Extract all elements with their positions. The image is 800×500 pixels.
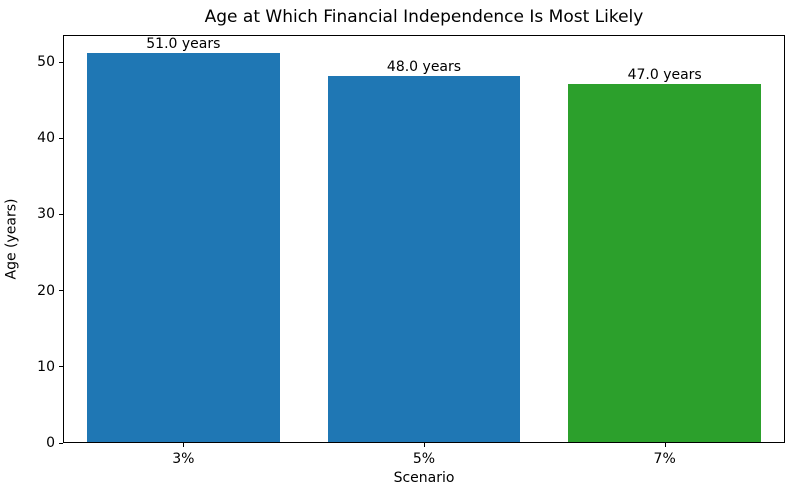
y-tick-label: 20 — [37, 282, 55, 299]
bar — [87, 53, 280, 442]
x-axis-label: Scenario — [393, 470, 455, 486]
chart-title: Age at Which Financial Independence Is M… — [204, 7, 644, 27]
bar-value-label: 51.0 years — [146, 36, 221, 53]
x-tick-mark — [664, 443, 666, 447]
y-tick-mark — [59, 213, 63, 215]
y-tick-mark — [59, 137, 63, 139]
y-tick-label: 10 — [37, 358, 55, 375]
plot-area — [63, 35, 785, 443]
y-tick-label: 0 — [46, 435, 55, 451]
x-tick-mark — [424, 443, 425, 447]
y-tick-label: 50 — [37, 54, 55, 71]
x-tick-label: 5% — [412, 451, 436, 467]
bar-value-label: 48.0 years — [386, 59, 462, 76]
y-tick-mark — [59, 61, 63, 63]
bar — [568, 83, 761, 442]
y-tick-mark — [59, 442, 63, 444]
x-tick-label: 3% — [172, 451, 195, 467]
x-tick-label: 7% — [653, 451, 676, 467]
y-tick-mark — [59, 366, 63, 368]
bar — [327, 76, 521, 442]
y-tick-label: 30 — [37, 206, 55, 223]
bar-value-label: 47.0 years — [627, 66, 702, 83]
x-tick-mark — [183, 443, 185, 447]
y-tick-label: 40 — [37, 130, 55, 147]
y-tick-mark — [59, 290, 63, 292]
